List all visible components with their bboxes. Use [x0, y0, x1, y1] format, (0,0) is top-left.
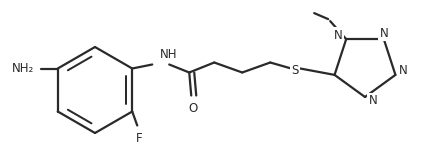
Text: N: N — [399, 64, 408, 77]
Text: O: O — [189, 103, 198, 115]
Text: N: N — [369, 94, 378, 107]
Text: NH₂: NH₂ — [11, 62, 34, 75]
Text: F: F — [136, 131, 143, 145]
Text: S: S — [292, 64, 299, 77]
Text: N: N — [379, 27, 388, 40]
Text: NH: NH — [160, 48, 178, 61]
Text: N: N — [334, 29, 343, 42]
